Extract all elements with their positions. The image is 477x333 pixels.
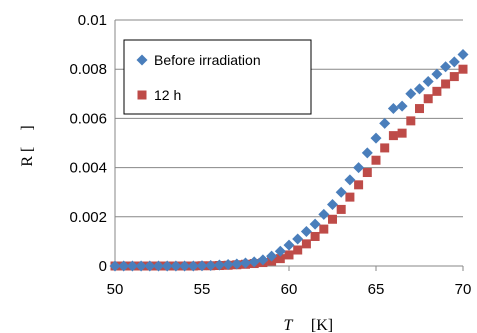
legend-label-before-irradiation: Before irradiation (154, 52, 261, 68)
data-points (109, 48, 469, 272)
data-point (414, 83, 425, 95)
x-axis-variable: T (284, 317, 294, 333)
data-point (266, 250, 278, 262)
data-point (406, 116, 416, 126)
data-point (109, 260, 121, 272)
y-tick-label: 0.008 (69, 61, 107, 78)
series-before-irradiation (109, 48, 469, 272)
data-point (354, 180, 364, 190)
data-point (309, 218, 321, 230)
data-point (387, 103, 399, 115)
data-point (458, 64, 468, 74)
data-point (328, 214, 337, 224)
data-point (187, 260, 199, 272)
data-point (118, 260, 130, 272)
data-point (135, 260, 147, 272)
y-tick-label: 0 (99, 258, 107, 275)
data-point (423, 94, 433, 104)
data-point (448, 56, 460, 68)
data-point (153, 260, 164, 272)
legend-marker-before-irradiation (136, 54, 148, 66)
y-tick-label: 0.004 (69, 160, 107, 177)
data-point (327, 199, 338, 210)
data-point (431, 68, 443, 80)
data-point (300, 226, 312, 238)
data-point (415, 104, 424, 114)
data-point (205, 260, 217, 272)
x-tick-label: 55 (194, 281, 211, 298)
data-point (144, 260, 156, 272)
x-tick-label: 70 (455, 281, 472, 298)
y-tick-label: 0.002 (69, 209, 107, 226)
data-point (380, 143, 390, 153)
data-point (301, 239, 311, 249)
y-tick-label: 0.006 (69, 110, 107, 127)
data-point (405, 88, 417, 100)
data-point (310, 231, 320, 241)
data-point (275, 254, 285, 264)
data-point (396, 100, 408, 112)
x-axis-unit: [K] (311, 317, 333, 333)
data-point (257, 254, 269, 266)
y-tick-labels: 0 0.002 0.004 0.006 0.008 0.01 (69, 12, 107, 275)
data-point (441, 79, 451, 89)
data-point (335, 186, 347, 198)
data-point (213, 259, 225, 271)
data-point (361, 147, 373, 159)
data-point (388, 131, 398, 141)
data-point (126, 260, 138, 272)
data-point (370, 132, 382, 144)
data-point (318, 208, 330, 220)
data-point (449, 72, 459, 82)
data-point (319, 224, 329, 234)
x-tick-labels: 50 55 60 65 70 (107, 281, 472, 298)
data-point (371, 155, 381, 165)
data-point (397, 128, 407, 138)
data-point (284, 250, 294, 260)
data-point (179, 260, 191, 272)
x-tick-label: 50 (107, 281, 124, 298)
data-point (248, 256, 260, 268)
y-axis-title: R [ ] (19, 125, 36, 166)
data-point (231, 258, 243, 270)
data-point (283, 239, 295, 251)
data-point (379, 117, 391, 129)
data-point (432, 86, 442, 96)
data-point (240, 257, 251, 269)
data-point (422, 76, 434, 87)
data-point (457, 48, 469, 60)
data-point (222, 259, 234, 271)
data-point (353, 162, 365, 174)
legend-label-12h: 12 h (154, 87, 181, 103)
data-point (345, 192, 355, 202)
data-point (344, 174, 356, 186)
data-point (293, 245, 303, 255)
legend-box (123, 39, 312, 115)
data-point (440, 61, 452, 73)
data-point (336, 204, 346, 214)
legend: Before irradiation 12 h (123, 39, 312, 115)
data-point (274, 245, 286, 257)
x-tick-label: 65 (368, 281, 385, 298)
data-point (196, 260, 208, 272)
legend-square-marker (137, 90, 147, 100)
data-point (362, 168, 372, 178)
x-tick-label: 60 (281, 281, 298, 298)
y-tick-label: 0.01 (78, 12, 107, 29)
data-point (170, 260, 182, 272)
data-point (292, 233, 304, 245)
legend-marker-12h (137, 90, 147, 100)
data-point (161, 260, 173, 272)
legend-diamond-marker (136, 54, 148, 66)
